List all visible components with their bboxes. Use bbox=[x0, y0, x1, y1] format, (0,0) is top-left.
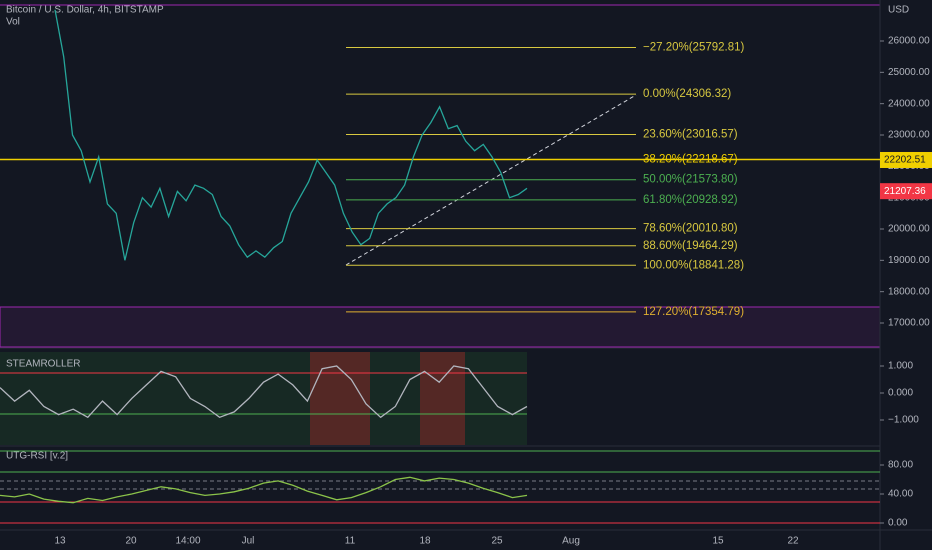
x-tick-label: 14:00 bbox=[175, 536, 200, 547]
y-tick-label: 25000.00 bbox=[888, 67, 930, 78]
x-tick-label: 20 bbox=[125, 536, 137, 547]
fib-label: 50.00%(21573.80) bbox=[643, 174, 738, 186]
steamroller-bg bbox=[0, 352, 527, 445]
fib-label: 78.60%(20010.80) bbox=[643, 223, 738, 235]
volume-label: Vol bbox=[6, 17, 20, 28]
y-tick-label: 20000.00 bbox=[888, 224, 930, 235]
fib-label: −27.20%(25792.81) bbox=[643, 42, 745, 54]
y-tick-label: 24000.00 bbox=[888, 98, 930, 109]
y-tick-label: 19000.00 bbox=[888, 255, 930, 266]
x-tick-label: 15 bbox=[712, 536, 724, 547]
y-tick-label: 1.000 bbox=[888, 361, 913, 372]
series-line bbox=[0, 476, 528, 504]
price-tag bbox=[880, 151, 932, 168]
price-tag-label: 22202.51 bbox=[884, 155, 926, 166]
y-tick-label: 18000.00 bbox=[888, 286, 930, 297]
x-tick-label: 22 bbox=[787, 536, 799, 547]
indicator-title: UTG-RSI [v.2] bbox=[6, 451, 68, 462]
indicator-title: STEAMROLLER bbox=[6, 359, 80, 370]
fib-label: 0.00%(24306.32) bbox=[643, 88, 731, 100]
fib-label: 127.20%(17354.79) bbox=[643, 306, 744, 318]
price-tag-label: 21207.36 bbox=[884, 186, 926, 197]
y-tick-label: 0.000 bbox=[888, 388, 913, 399]
y-tick-label: 0.00 bbox=[888, 518, 908, 529]
y-tick-label: −1.000 bbox=[888, 415, 919, 426]
fib-label: 23.60%(23016.57) bbox=[643, 129, 738, 141]
currency-label: USD bbox=[888, 5, 909, 16]
fib-label: 38.20%(22218.67) bbox=[643, 154, 738, 166]
x-tick-label: Jul bbox=[242, 536, 255, 547]
y-tick-label: 80.00 bbox=[888, 460, 913, 471]
series-line bbox=[54, 9, 528, 261]
y-tick-label: 23000.00 bbox=[888, 130, 930, 141]
fib-label: 88.60%(19464.29) bbox=[643, 240, 738, 252]
y-tick-label: 40.00 bbox=[888, 489, 913, 500]
steamroller-bear-zone bbox=[310, 352, 370, 445]
x-tick-label: Aug bbox=[562, 536, 580, 547]
fib-label: 61.80%(20928.92) bbox=[643, 194, 738, 206]
fib-label: 100.00%(18841.28) bbox=[643, 259, 744, 271]
y-tick-label: 17000.00 bbox=[888, 318, 930, 329]
symbol-title: Bitcoin / U.S. Dollar, 4h, BITSTAMP bbox=[6, 5, 164, 16]
x-tick-label: 11 bbox=[345, 536, 356, 547]
x-tick-label: 25 bbox=[491, 536, 503, 547]
range-box bbox=[0, 306, 881, 348]
series-line bbox=[0, 365, 528, 419]
y-tick-label: 26000.00 bbox=[888, 36, 930, 47]
price-tag bbox=[880, 183, 932, 200]
x-tick-label: 13 bbox=[54, 536, 66, 547]
x-tick-label: 18 bbox=[419, 536, 431, 547]
steamroller-bear-zone bbox=[420, 352, 465, 445]
